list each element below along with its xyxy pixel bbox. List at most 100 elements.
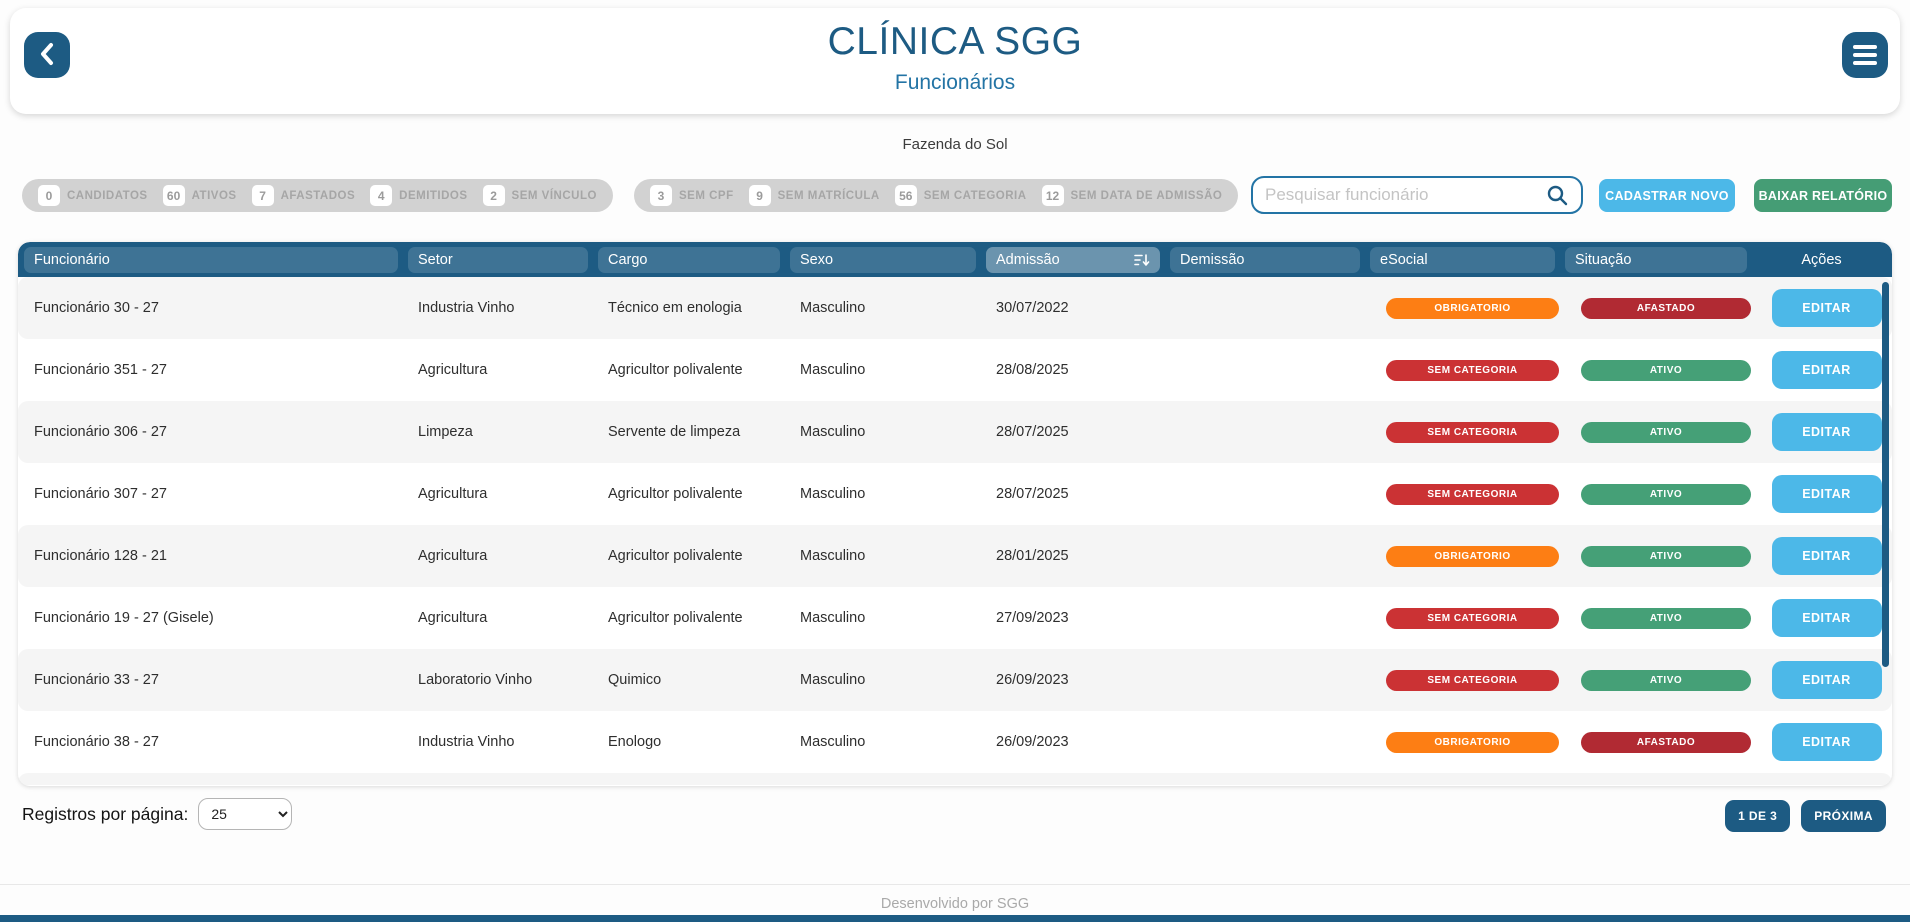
cell-setor: Limpeza [418,424,473,440]
cell-funcionario: Funcionário 19 - 27 (Gisele) [34,610,214,626]
cell-cargo: Quimico [608,672,662,688]
column-header-sexo[interactable]: Sexo [790,246,976,273]
stat-item[interactable]: 3 SEM CPF [650,185,734,206]
table-row: Funcionário 128 - 21 Agricultura Agricul… [18,525,1892,587]
stat-count: 7 [251,185,274,206]
bottom-accent-bar [0,915,1910,922]
situacao-badge: AFASTADO [1581,297,1751,319]
stat-label: SEM DATA DE ADMISSÃO [1070,189,1223,202]
situacao-badge: ATIVO [1581,669,1751,691]
hamburger-icon [1853,45,1877,65]
stat-item[interactable]: 9 SEM MATRÍCULA [748,185,880,206]
stat-item[interactable]: 7 AFASTADOS [251,185,356,206]
esocial-badge: OBRIGATORIO [1386,297,1559,319]
stat-count: 4 [370,185,393,206]
situacao-badge: ATIVO [1581,483,1751,505]
edit-button[interactable]: EDITAR [1771,537,1882,575]
stats-group-status: 0 CANDIDATOS 60 ATIVOS 7 AFASTADOS 4 DEMITIDOS 2… [22,179,613,212]
stat-item[interactable]: 60 ATIVOS [162,185,237,206]
per-page-select[interactable]: 25 [198,798,293,830]
chevron-left-icon [37,42,57,69]
cell-funcionario: Funcionário 33 - 27 [34,672,159,688]
edit-button[interactable]: EDITAR [1771,475,1882,513]
edit-button[interactable]: EDITAR [1771,413,1882,451]
column-header-demissao[interactable]: Demissão [1170,246,1360,273]
table-row: Funcionário 33 - 27 Laboratorio Vinho Qu… [18,649,1892,711]
situacao-badge: ATIVO [1581,607,1751,629]
cell-admissao: 28/08/2025 [996,362,1069,378]
edit-button[interactable]: EDITAR [1771,351,1882,389]
esocial-badge: SEM CATEGORIA [1386,483,1559,505]
stat-item[interactable]: 4 DEMITIDOS [370,185,467,206]
cell-funcionario: Funcionário 306 - 27 [34,424,167,440]
edit-button[interactable]: EDITAR [1771,599,1882,637]
download-report-button[interactable]: BAIXAR RELATÓRIO [1754,179,1892,212]
stat-label: AFASTADOS [280,189,356,202]
page-title: CLÍNICA SGG [827,20,1083,63]
column-header-funcionario[interactable]: Funcionário [24,246,398,273]
cell-setor: Laboratorio Vinho [418,672,533,688]
stat-label: DEMITIDOS [399,189,468,202]
cell-cargo: Agricultor polivalente [608,486,743,502]
cell-admissao: 30/07/2022 [996,300,1069,316]
cell-setor: Agricultura [418,610,488,626]
stat-item[interactable]: 2 SEM VÍNCULO [482,185,597,206]
stat-count: 60 [162,185,185,206]
cell-sexo: Masculino [800,610,866,626]
page-info-button[interactable]: 1 DE 3 [1725,800,1791,832]
stat-count: 2 [482,185,505,206]
edit-button[interactable]: EDITAR [1771,289,1882,327]
employees-table: Funcionário Setor Cargo Sexo Admissão De… [18,242,1892,786]
situacao-badge: ATIVO [1581,421,1751,443]
edit-button[interactable]: EDITAR [1771,723,1882,761]
column-header-esocial[interactable]: eSocial [1370,246,1555,273]
cell-sexo: Masculino [800,362,866,378]
table-scrollbar[interactable] [1882,282,1889,667]
stat-label: SEM VÍNCULO [511,189,597,202]
cell-sexo: Masculino [800,734,866,750]
edit-button[interactable]: EDITAR [1771,661,1882,699]
cell-funcionario: Funcionário 30 - 27 [34,300,159,316]
column-header-situacao[interactable]: Situação [1565,246,1747,273]
page-subtitle: Funcionários [894,71,1016,94]
per-page-label: Registros por página: [22,803,189,824]
cell-cargo: Técnico em enologia [608,300,742,316]
table-row: Funcionário 306 - 27 Limpeza Servente de… [18,401,1892,463]
table-row: Funcionário 38 - 27 Industria Vinho Enol… [18,711,1892,773]
esocial-badge: SEM CATEGORIA [1386,669,1559,691]
stat-item[interactable]: 12 SEM DATA DE ADMISSÃO [1041,185,1223,206]
stat-item[interactable]: 56 SEM CATEGORIA [894,185,1027,206]
cell-admissao: 28/07/2025 [996,486,1069,502]
menu-button[interactable] [1842,32,1888,78]
stat-label: SEM CATEGORIA [923,189,1027,202]
table-row: Funcionário 351 - 27 Agricultura Agricul… [18,339,1892,401]
cell-setor: Industria Vinho [418,734,515,750]
stats-group-missing: 3 SEM CPF 9 SEM MATRÍCULA 56 SEM CATEGORIA 12 S… [634,179,1239,212]
table-row-partial: EDITAR [18,773,1892,785]
situacao-badge: AFASTADO [1581,731,1751,753]
cell-setor: Agricultura [418,486,488,502]
next-page-button[interactable]: PRÓXIMA [1801,800,1886,832]
cell-cargo: Agricultor polivalente [608,362,743,378]
table-row: Funcionário 307 - 27 Agricultura Agricul… [18,463,1892,525]
cell-cargo: Agricultor polivalente [608,548,743,564]
situacao-badge: ATIVO [1581,359,1751,381]
back-button[interactable] [24,32,70,78]
register-new-button[interactable]: CADASTRAR NOVO [1599,179,1735,212]
column-header-cargo[interactable]: Cargo [598,246,780,273]
stat-count: 56 [894,185,917,206]
search-input[interactable] [1265,185,1545,205]
cell-cargo: Agricultor polivalente [608,610,743,626]
cell-admissao: 28/01/2025 [996,548,1069,564]
stat-label: SEM MATRÍCULA [777,189,880,202]
cell-admissao: 27/09/2023 [996,610,1069,626]
cell-funcionario: Funcionário 128 - 21 [34,548,167,564]
stat-item[interactable]: 0 CANDIDATOS [38,185,148,206]
header-card: CLÍNICA SGG Funcionários [10,8,1900,114]
company-name: Fazenda do Sol [902,136,1008,153]
column-header-setor[interactable]: Setor [408,246,588,273]
cell-sexo: Masculino [800,672,866,688]
search-icon[interactable] [1545,183,1569,207]
table-row: Funcionário 19 - 27 (Gisele) Agricultura… [18,587,1892,649]
column-header-admissao[interactable]: Admissão [986,246,1160,273]
